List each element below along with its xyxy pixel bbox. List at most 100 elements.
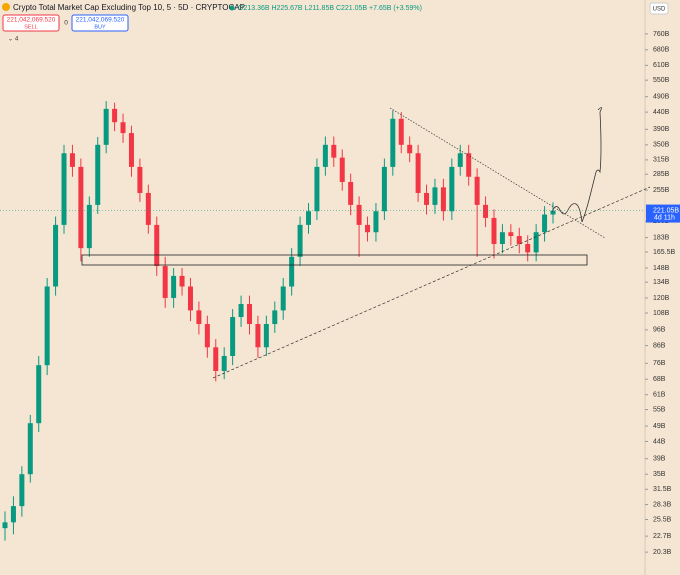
candle-body bbox=[365, 224, 371, 233]
y-tick-label: 49B bbox=[653, 423, 666, 430]
candle-body bbox=[407, 144, 413, 154]
indicator-count: 4 bbox=[15, 37, 19, 43]
candle-body bbox=[44, 286, 50, 366]
collapse-icon[interactable]: ⌄ bbox=[8, 37, 13, 43]
candle-body bbox=[289, 256, 295, 287]
candle-body bbox=[112, 108, 118, 123]
candle-body bbox=[339, 157, 345, 182]
candle-body bbox=[27, 423, 33, 475]
spread: 0 bbox=[64, 20, 68, 27]
candle-body bbox=[137, 166, 143, 193]
buy-label: BUY bbox=[94, 24, 106, 30]
candle-body bbox=[19, 474, 25, 507]
candle-body bbox=[187, 286, 193, 311]
candle-body bbox=[474, 176, 480, 205]
candle-body bbox=[213, 347, 219, 372]
candle-body bbox=[238, 304, 244, 318]
candle-body bbox=[322, 144, 328, 167]
y-tick-label: 31.5B bbox=[653, 486, 672, 493]
status-dot bbox=[229, 5, 235, 11]
y-tick-label: 183B bbox=[653, 234, 670, 241]
candle-body bbox=[61, 153, 67, 225]
candle-body bbox=[255, 324, 261, 348]
y-tick-label: 390B bbox=[653, 126, 670, 133]
candle-body bbox=[314, 166, 320, 212]
buy-button[interactable] bbox=[71, 14, 129, 32]
candle-body bbox=[221, 355, 227, 372]
y-tick-label: 120B bbox=[653, 295, 670, 302]
y-tick-label: 22.7B bbox=[653, 533, 672, 540]
candle-body bbox=[103, 108, 109, 145]
y-tick-label: 20.3B bbox=[653, 549, 672, 556]
candle-body bbox=[491, 217, 497, 244]
candle-body bbox=[204, 324, 210, 348]
candle-body bbox=[424, 192, 430, 205]
candle-body bbox=[162, 266, 168, 298]
last-price-label: 221.05B bbox=[653, 207, 679, 214]
candle-body bbox=[263, 324, 269, 348]
candle-body bbox=[2, 522, 8, 529]
y-tick-label: 148B bbox=[653, 265, 670, 272]
buy-price: 221,042,069.520 bbox=[76, 17, 125, 24]
sell-label: SELL bbox=[24, 24, 37, 30]
y-tick-label: 255B bbox=[653, 187, 670, 194]
candle-body bbox=[230, 317, 236, 356]
chart-title: Crypto Total Market Cap Excluding Top 10… bbox=[13, 3, 245, 12]
candle-body bbox=[449, 166, 455, 212]
currency: USD bbox=[653, 7, 666, 13]
support-box bbox=[81, 254, 588, 266]
candle-body bbox=[297, 224, 303, 257]
candle-body bbox=[499, 232, 505, 244]
y-tick-label: 55B bbox=[653, 406, 666, 413]
candle-body bbox=[373, 211, 379, 233]
y-tick-label: 44B bbox=[653, 438, 666, 445]
y-tick-label: 35B bbox=[653, 471, 666, 478]
y-tick-label: 68B bbox=[653, 376, 666, 383]
candle-body bbox=[53, 224, 59, 287]
candle-body bbox=[525, 243, 531, 253]
candle-body bbox=[69, 153, 75, 167]
y-tick-label: 28.3B bbox=[653, 501, 672, 508]
candle-body bbox=[356, 204, 362, 225]
symbol-icon bbox=[2, 3, 10, 11]
support-trendline bbox=[212, 186, 651, 379]
candle-body bbox=[10, 506, 16, 523]
y-tick-label: 315B bbox=[653, 157, 670, 164]
candle-body bbox=[508, 232, 514, 237]
currency-button[interactable] bbox=[649, 2, 669, 15]
y-tick-label: 39B bbox=[653, 456, 666, 463]
candle-body bbox=[348, 181, 354, 205]
y-tick-label: 610B bbox=[653, 62, 670, 69]
candle-body bbox=[516, 236, 522, 244]
y-tick-label: 440B bbox=[653, 109, 670, 116]
candle-body bbox=[120, 122, 126, 134]
y-tick-label: 25.5B bbox=[653, 516, 672, 523]
candle-body bbox=[128, 133, 134, 167]
candle-body bbox=[78, 166, 84, 249]
candle-body bbox=[306, 211, 312, 225]
candle-body bbox=[331, 144, 337, 158]
y-tick-label: 760B bbox=[653, 31, 670, 38]
ohlc: O213.36B H225.67B L211.85B C221.05B +7.6… bbox=[238, 5, 422, 12]
plot bbox=[2, 101, 556, 541]
y-tick-label: 108B bbox=[653, 310, 670, 317]
candle-body bbox=[483, 204, 489, 218]
y-tick-label: 350B bbox=[653, 142, 670, 149]
y-tick-label: 285B bbox=[653, 171, 670, 178]
candle-body bbox=[280, 286, 286, 311]
candle-body bbox=[179, 275, 185, 287]
y-tick-label: 165.5B bbox=[653, 249, 676, 256]
candle-body bbox=[171, 275, 177, 298]
candle-body bbox=[36, 365, 42, 424]
candle-body bbox=[154, 224, 160, 267]
candle-body bbox=[95, 144, 101, 205]
y-tick-label: 86B bbox=[653, 342, 666, 349]
last-price-box bbox=[646, 204, 680, 223]
sell-button[interactable] bbox=[2, 14, 60, 32]
candle-body bbox=[196, 310, 202, 325]
sell-price: 221,042,069.520 bbox=[7, 17, 56, 24]
candle-body bbox=[86, 204, 92, 249]
